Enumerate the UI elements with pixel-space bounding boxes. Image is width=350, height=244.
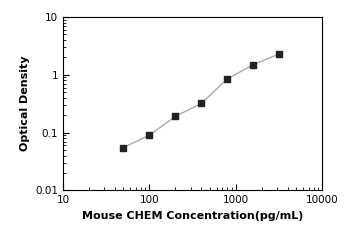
X-axis label: Mouse CHEM Concentration(pg/mL): Mouse CHEM Concentration(pg/mL) (82, 211, 303, 221)
Point (147, 133, 152, 137)
Y-axis label: Optical Density: Optical Density (20, 56, 30, 152)
Point (120, 146, 126, 150)
Point (198, 102, 204, 105)
Point (276, 52, 282, 56)
Point (173, 114, 178, 118)
Point (251, 63, 256, 67)
Point (224, 77, 230, 81)
